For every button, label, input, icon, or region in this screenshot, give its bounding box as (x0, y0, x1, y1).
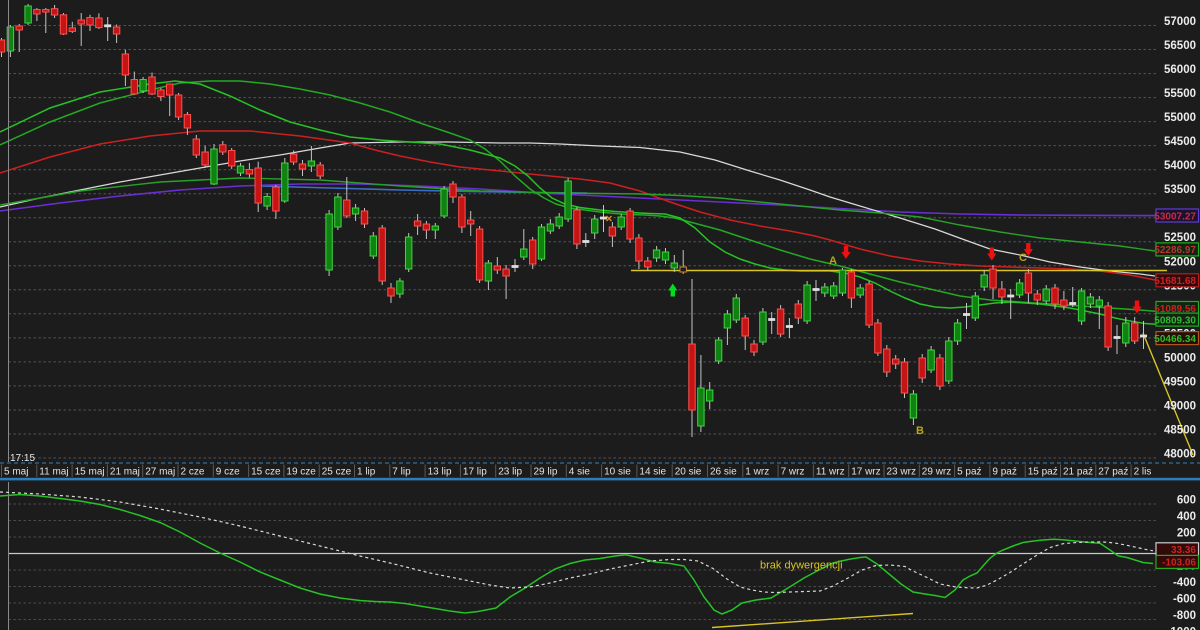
svg-text:17:15: 17:15 (10, 453, 35, 464)
svg-text:52500: 52500 (1164, 232, 1196, 244)
svg-text:53500: 53500 (1164, 184, 1196, 196)
svg-text:21 paź: 21 paź (1063, 467, 1093, 478)
svg-text:brak dywergencji: brak dywergencji (760, 560, 843, 572)
svg-text:54500: 54500 (1164, 136, 1196, 148)
svg-text:52286.97: 52286.97 (1154, 245, 1196, 256)
svg-text:15 maj: 15 maj (75, 467, 105, 478)
svg-text:1 lip: 1 lip (357, 467, 376, 478)
svg-text:48000: 48000 (1164, 449, 1196, 461)
svg-text:29 wrz: 29 wrz (922, 467, 951, 478)
svg-text:17 lip: 17 lip (463, 467, 487, 478)
svg-text:20 sie: 20 sie (675, 467, 702, 478)
svg-text:11 wrz: 11 wrz (816, 467, 845, 478)
svg-text:53007.27: 53007.27 (1154, 211, 1196, 222)
svg-text:2 cze: 2 cze (181, 467, 205, 478)
svg-text:50000: 50000 (1164, 352, 1196, 364)
svg-text:26 sie: 26 sie (710, 467, 737, 478)
svg-text:55000: 55000 (1164, 112, 1196, 124)
svg-text:49500: 49500 (1164, 376, 1196, 388)
svg-text:15 cze: 15 cze (251, 467, 281, 478)
svg-text:14 sie: 14 sie (639, 467, 666, 478)
svg-text:48500: 48500 (1164, 425, 1196, 437)
svg-text:-400: -400 (1173, 577, 1196, 589)
svg-text:33.36: 33.36 (1171, 545, 1196, 556)
svg-text:A: A (829, 255, 837, 267)
svg-text:23 wrz: 23 wrz (887, 467, 916, 478)
svg-text:50809.30: 50809.30 (1154, 315, 1196, 326)
svg-text:7 wrz: 7 wrz (781, 467, 805, 478)
svg-text:-103.06: -103.06 (1162, 558, 1196, 569)
svg-text:56000: 56000 (1164, 64, 1196, 76)
svg-text:21 maj: 21 maj (110, 467, 140, 478)
svg-text:10 sie: 10 sie (604, 467, 631, 478)
svg-text:4 sie: 4 sie (569, 467, 591, 478)
svg-text:13 lip: 13 lip (428, 467, 452, 478)
svg-text:400: 400 (1177, 511, 1196, 523)
svg-text:27 paź: 27 paź (1098, 467, 1128, 478)
svg-text:7 lip: 7 lip (392, 467, 411, 478)
svg-text:2 lis: 2 lis (1134, 467, 1152, 478)
svg-text:9 cze: 9 cze (216, 467, 240, 478)
svg-text:200: 200 (1177, 528, 1196, 540)
svg-text:49000: 49000 (1164, 401, 1196, 413)
svg-text:57000: 57000 (1164, 16, 1196, 28)
svg-text:B: B (916, 425, 924, 437)
svg-text:5 maj: 5 maj (4, 467, 28, 478)
svg-text:-800: -800 (1173, 610, 1196, 622)
svg-text:19 cze: 19 cze (286, 467, 316, 478)
svg-text:55500: 55500 (1164, 88, 1196, 100)
svg-text:27 maj: 27 maj (145, 467, 175, 478)
svg-text:54000: 54000 (1164, 160, 1196, 172)
svg-text:15 paź: 15 paź (1028, 467, 1058, 478)
svg-text:-1000: -1000 (1167, 627, 1196, 630)
svg-text:51681.68: 51681.68 (1154, 276, 1196, 287)
svg-text:9 paź: 9 paź (992, 467, 1016, 478)
svg-text:5 paź: 5 paź (957, 467, 981, 478)
svg-text:25 cze: 25 cze (322, 467, 352, 478)
svg-text:17 wrz: 17 wrz (851, 467, 880, 478)
svg-text:C: C (1019, 252, 1027, 264)
svg-text:56500: 56500 (1164, 40, 1196, 52)
svg-text:-600: -600 (1173, 594, 1196, 606)
svg-text:29 lip: 29 lip (534, 467, 558, 478)
svg-text:600: 600 (1177, 495, 1196, 507)
svg-text:50466.34: 50466.34 (1154, 334, 1196, 345)
svg-text:11 maj: 11 maj (39, 467, 68, 478)
svg-text:52000: 52000 (1164, 256, 1196, 268)
svg-text:51089.56: 51089.56 (1154, 304, 1196, 315)
svg-text:23 lip: 23 lip (498, 467, 522, 478)
svg-text:1 wrz: 1 wrz (745, 467, 769, 478)
